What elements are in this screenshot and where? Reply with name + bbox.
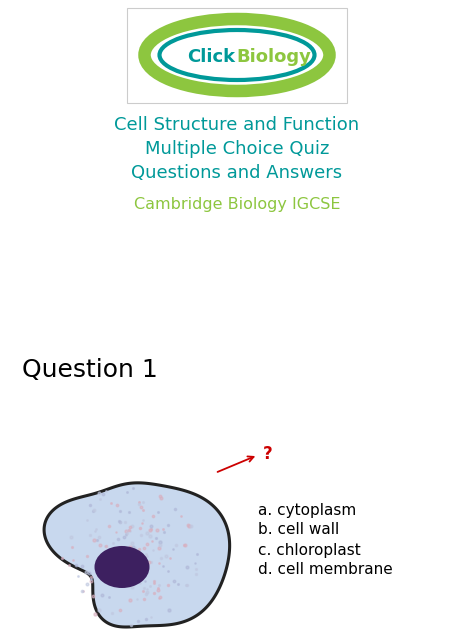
Text: a. cytoplasm: a. cytoplasm — [258, 502, 356, 518]
Text: b. cell wall: b. cell wall — [258, 523, 339, 537]
Text: Question 1: Question 1 — [22, 358, 158, 382]
Text: Cell Structure and Function: Cell Structure and Function — [114, 116, 360, 134]
Ellipse shape — [94, 546, 149, 588]
Text: Multiple Choice Quiz: Multiple Choice Quiz — [145, 140, 329, 158]
Text: Cambridge Biology IGCSE: Cambridge Biology IGCSE — [134, 197, 340, 212]
Text: Click: Click — [187, 48, 235, 66]
Ellipse shape — [159, 30, 315, 80]
Polygon shape — [44, 483, 229, 627]
Text: Biology: Biology — [236, 48, 311, 66]
Text: d. cell membrane: d. cell membrane — [258, 562, 393, 578]
Text: ?: ? — [263, 445, 273, 463]
Ellipse shape — [145, 19, 329, 91]
FancyBboxPatch shape — [127, 8, 347, 103]
Text: c. chloroplast: c. chloroplast — [258, 542, 361, 557]
Text: Questions and Answers: Questions and Answers — [131, 164, 343, 182]
